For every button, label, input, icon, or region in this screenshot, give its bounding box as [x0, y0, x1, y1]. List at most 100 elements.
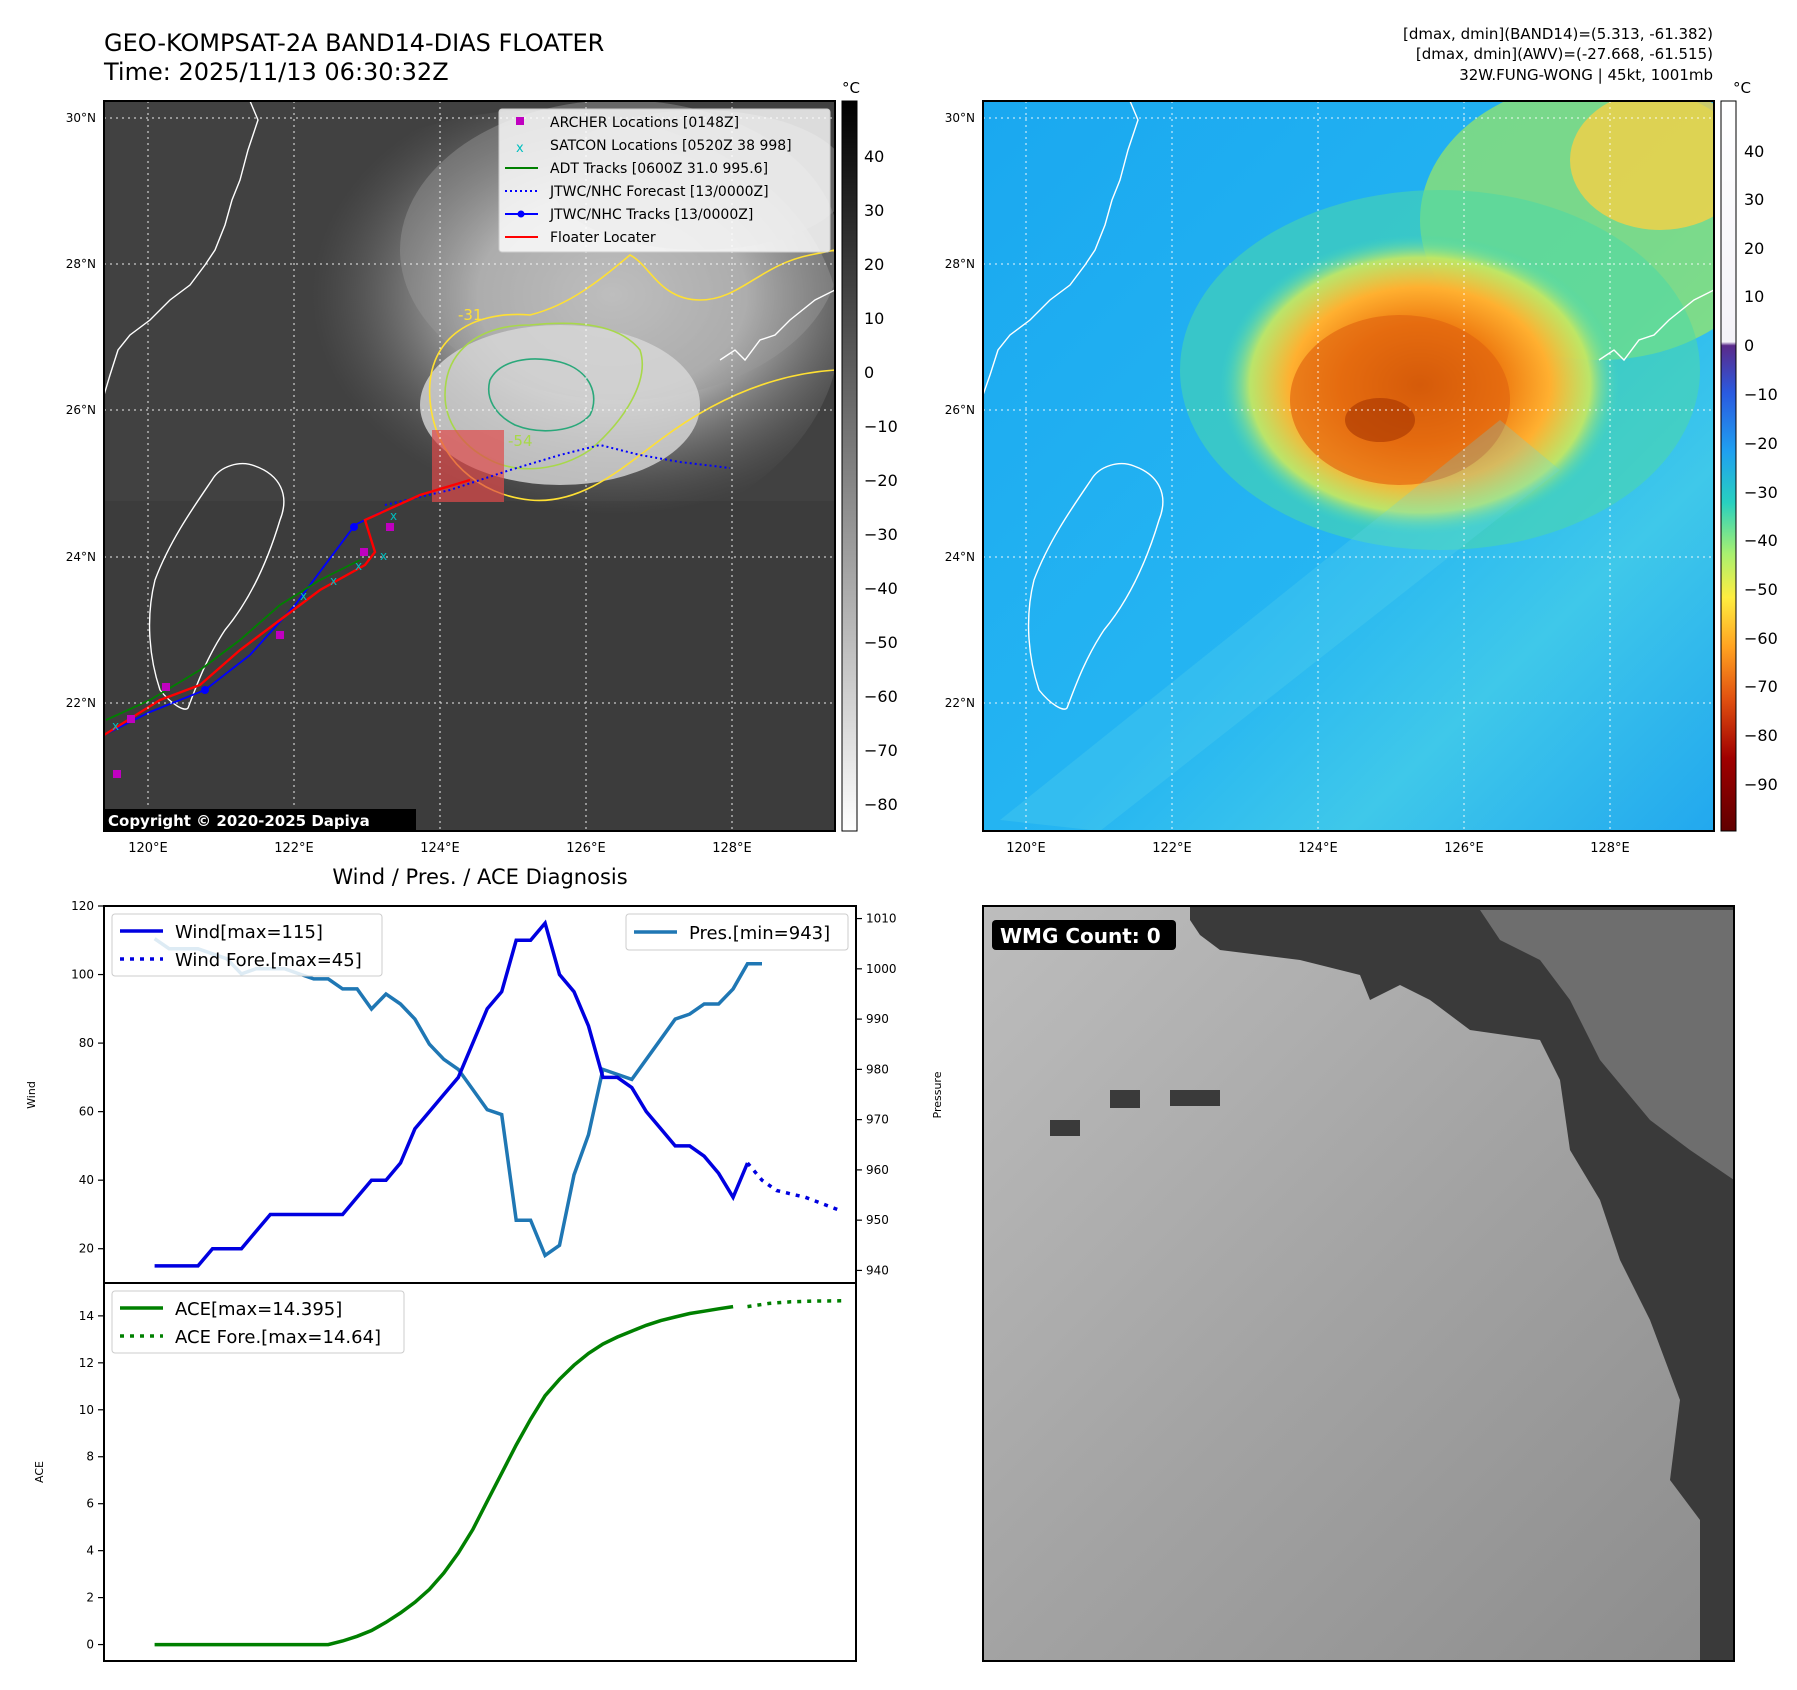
svg-text:x: x — [355, 559, 362, 573]
svg-text:x: x — [300, 589, 307, 603]
left-lon-label: 126°E — [566, 841, 606, 856]
ace-axis-label: ACE — [33, 1461, 46, 1483]
pressure-axis-label: Pressure — [931, 1071, 944, 1118]
legend-adt: ADT Tracks [0600Z 31.0 995.6] — [550, 161, 768, 177]
ace-chart: 0 2 4 6 8 10 12 14 ACE ACE[max=14.395] ACE Fore… — [33, 1282, 857, 1662]
copyright-badge — [104, 809, 416, 831]
legend-jtwc-forecast: JTWC/NHC Forecast [13/0000Z] — [549, 184, 769, 200]
coastline-taiwan — [148, 462, 285, 710]
gray-cb-tick: −70 — [864, 741, 898, 760]
gray-cb-tick: 0 — [864, 363, 874, 382]
stats-line1: [dmax, dmin](BAND14)=(5.313, -61.382) — [1403, 25, 1713, 43]
gray-cb-tick: −40 — [864, 579, 898, 598]
coastline-ryukyu — [719, 289, 835, 362]
gray-cb-tick: −80 — [864, 795, 898, 814]
legend-ace-forecast: ACE Fore.[max=14.64] — [175, 1327, 381, 1348]
pressure-tick-label: 990 — [866, 1012, 889, 1026]
legend-floater: Floater Locater — [550, 230, 656, 246]
wind-tick-label: 20 — [79, 1242, 94, 1256]
left-lat-label: 28°N — [66, 257, 96, 271]
left-lat-label: 22°N — [66, 696, 96, 710]
ace-tick-label: 10 — [79, 1403, 94, 1417]
figure-title-line1: GEO-KOMPSAT-2A BAND14-DIAS FLOATER — [104, 29, 604, 57]
color-cb-tick: 30 — [1744, 190, 1764, 209]
pressure-tick-label: 960 — [866, 1163, 889, 1177]
pressure-legend: Pres.[min=943] — [625, 913, 849, 951]
right-lat-label: 24°N — [945, 550, 975, 564]
svg-text:x: x — [330, 574, 337, 588]
wind-tick-label: 120 — [71, 899, 94, 913]
pressure-tick-label: 1010 — [866, 912, 897, 926]
gray-cb-tick: 20 — [864, 255, 884, 274]
left-lon-label: 128°E — [712, 841, 752, 856]
ace-tick-label: 0 — [86, 1638, 94, 1652]
svg-text:x: x — [516, 141, 524, 156]
contour-label-green: -54 — [508, 432, 533, 450]
wmg-count-label: WMG Count: 0 — [1000, 924, 1161, 948]
wind-tick-label: 80 — [79, 1036, 94, 1050]
ace-tick-label: 2 — [86, 1591, 94, 1605]
color-colorbar-unit: °C — [1733, 79, 1751, 97]
legend-satcon: SATCON Locations [0520Z 38 998] — [550, 138, 792, 154]
right-lat-label: 26°N — [945, 403, 975, 417]
stats-line2: [dmax, dmin](AWV)=(-27.668, -61.515) — [1416, 45, 1713, 63]
ace-tick-label: 14 — [79, 1309, 94, 1323]
legend-pressure: Pres.[min=943] — [689, 923, 830, 944]
coastline-taiwan-right — [1027, 462, 1164, 710]
ace-forecast-line — [747, 1299, 842, 1309]
map-legend: x ARCHER Locations [0148Z] SATCON Locati… — [498, 108, 831, 253]
archer-marker — [162, 683, 170, 691]
ace-legend: ACE[max=14.395] ACE Fore.[max=14.64] — [111, 1290, 405, 1354]
pressure-tick-label: 950 — [866, 1213, 889, 1227]
wind-tick-label: 100 — [71, 968, 94, 982]
color-cb-tick: 0 — [1744, 336, 1754, 355]
coastline-china-right — [983, 101, 1139, 396]
coastline-ryukyu-right — [1598, 289, 1714, 362]
color-colorbar — [1720, 100, 1737, 832]
gray-cb-tick: −20 — [864, 471, 898, 490]
contour-label-yellow: -31 — [458, 306, 483, 324]
right-lat-label: 22°N — [945, 696, 975, 710]
color-cb-tick: −50 — [1744, 580, 1778, 599]
stats-line3: 32W.FUNG-WONG | 45kt, 1001mb — [1459, 66, 1713, 84]
ace-tick-label: 6 — [86, 1497, 94, 1511]
archer-marker — [386, 523, 394, 531]
adt-track-line — [105, 559, 361, 721]
right-lat-label: 28°N — [945, 257, 975, 271]
color-cb-tick: −30 — [1744, 483, 1778, 502]
legend-wind: Wind[max=115] — [175, 922, 323, 943]
svg-text:x: x — [390, 509, 397, 523]
wind-axis-label: Wind — [25, 1081, 38, 1109]
left-lon-label: 122°E — [274, 841, 314, 856]
ace-tick-label: 8 — [86, 1450, 94, 1464]
right-lon-label: 126°E — [1444, 841, 1484, 856]
wmg-dark-region — [1190, 906, 1734, 1661]
gray-cb-tick: 30 — [864, 201, 884, 220]
coastline-china — [104, 101, 259, 396]
wmg-count-badge — [992, 920, 1176, 950]
archer-marker — [113, 770, 121, 778]
color-cb-tick: −40 — [1744, 531, 1778, 550]
ace-line — [154, 1304, 734, 1647]
gray-colorbar — [841, 100, 858, 832]
archer-marker — [360, 548, 368, 556]
wind-pressure-chart: 20 40 60 80 100 120 940 950 960 970 980 990 1000 101… — [25, 899, 944, 1284]
wind-tick-label: 60 — [79, 1105, 94, 1119]
color-cb-tick: −90 — [1744, 775, 1778, 794]
color-cb-tick: 40 — [1744, 142, 1764, 161]
ir-enhanced-map: 30°N 28°N 26°N 24°N 22°N 120°E 122°E 124… — [945, 79, 1778, 856]
figure-title-line2: Time: 2025/11/13 06:30:32Z — [103, 58, 449, 86]
floater-box — [432, 430, 504, 502]
wmg-panel: WMG Count: 0 — [982, 905, 1735, 1662]
ace-tick-label: 4 — [86, 1544, 94, 1558]
ace-tick-label: 12 — [79, 1356, 94, 1370]
right-lon-label: 120°E — [1006, 841, 1046, 856]
gray-cb-tick: −60 — [864, 687, 898, 706]
jtwc-track-point — [201, 686, 209, 694]
left-lat-label: 26°N — [66, 403, 96, 417]
diagnosis-title: Wind / Pres. / ACE Diagnosis — [332, 865, 627, 889]
jtwc-track-point — [350, 523, 358, 531]
wind-line — [154, 919, 750, 1268]
pressure-tick-label: 1000 — [866, 962, 897, 976]
